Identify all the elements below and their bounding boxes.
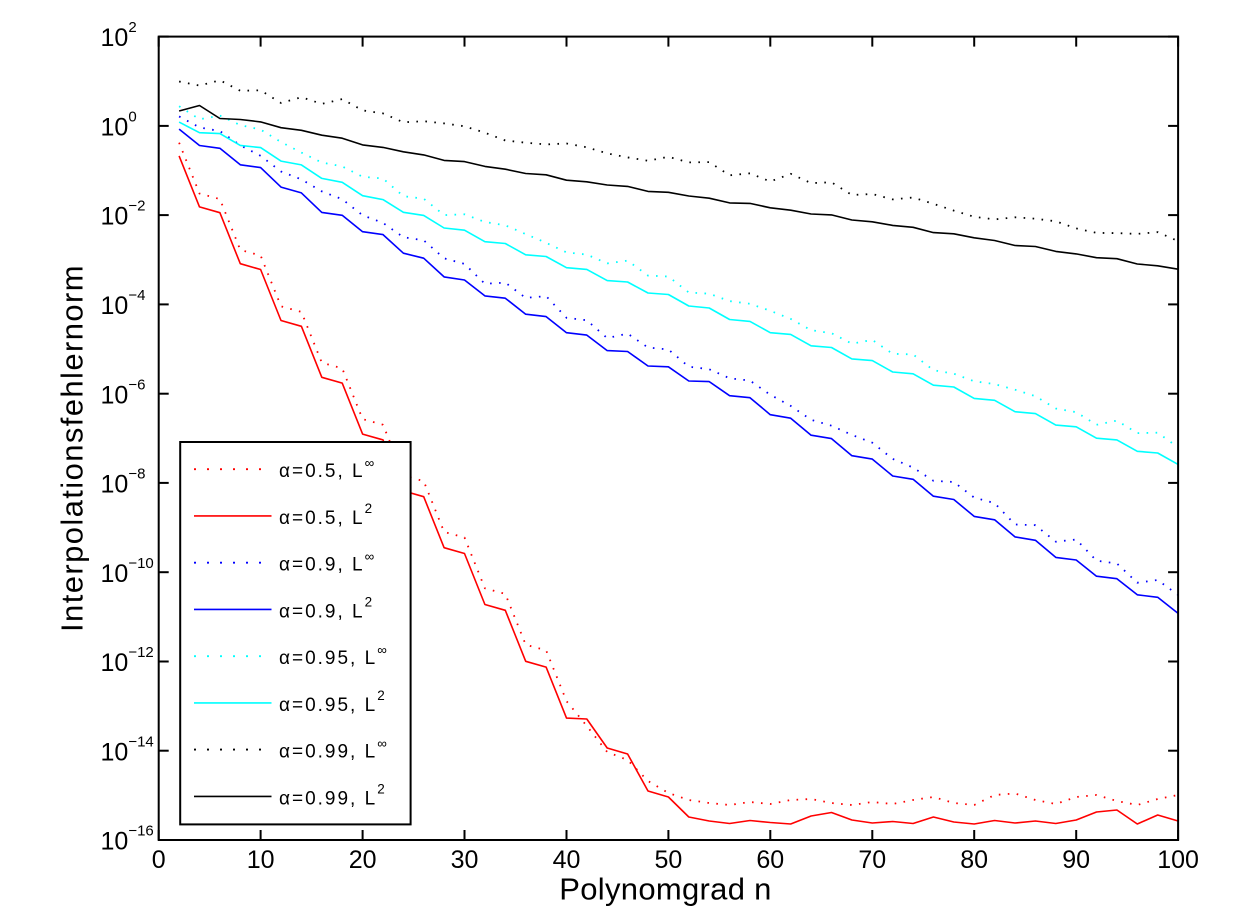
svg-text:30: 30 [451,846,479,874]
svg-text:Interpolationsfehlernorm: Interpolationsfehlernorm [55,264,90,632]
svg-text:10: 10 [247,846,275,874]
svg-text:Polynomgrad n: Polynomgrad n [559,872,771,907]
svg-text:100: 100 [1157,846,1199,874]
svg-text:90: 90 [1062,846,1090,874]
svg-text:40: 40 [553,846,581,874]
svg-text:10−16: 10−16 [101,823,154,856]
svg-text:10−2: 10−2 [101,198,146,231]
svg-text:80: 80 [960,846,988,874]
svg-text:50: 50 [654,846,682,874]
svg-text:60: 60 [756,846,784,874]
svg-text:70: 70 [858,846,886,874]
svg-text:20: 20 [349,846,377,874]
svg-text:0: 0 [152,846,166,874]
